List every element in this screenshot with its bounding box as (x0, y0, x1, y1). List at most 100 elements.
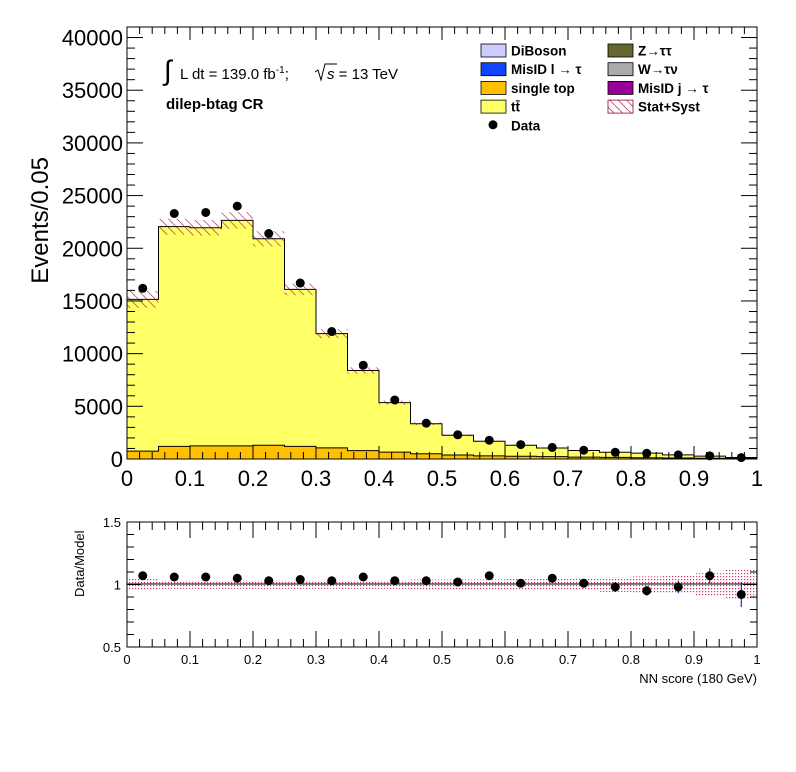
legend-label: tt̄ (511, 100, 521, 115)
ratio-x-tick-label: 0.3 (307, 652, 325, 667)
main-x-ticks: 0 0.1 0.2 0.3 0.4 0.5 0.6 0.7 0.8 0.9 1 (121, 27, 763, 491)
hist-bar-single-top (379, 452, 411, 459)
stat-syst-band (347, 367, 379, 374)
hist-bar-tt- (253, 238, 285, 459)
data-point (295, 278, 305, 288)
data-point (705, 451, 715, 461)
hist-bar-single-top (505, 456, 537, 459)
legend-swatch-hatch (607, 99, 634, 114)
ratio-point (232, 573, 242, 583)
x-tick-label: 0.4 (364, 466, 395, 491)
data-point (264, 229, 274, 239)
ratio-point (358, 572, 368, 582)
ratio-point (327, 576, 337, 586)
y-tick-label: 35000 (62, 78, 123, 103)
hist-bar-single-top (347, 450, 379, 459)
sqrt-symbol (314, 63, 337, 82)
hist-bar-single-top (316, 447, 348, 459)
main-y-axis-label: Events/0.05 (27, 157, 54, 284)
ratio-point (610, 582, 620, 592)
hist-bar-single-top (442, 454, 474, 459)
legend-entry: Data (488, 118, 541, 133)
legend-swatch (607, 43, 634, 58)
data-point (138, 283, 148, 293)
stat-syst-band (190, 219, 222, 236)
hist-bar-tt- (473, 441, 505, 459)
data-point (358, 360, 368, 370)
integral-symbol: ∫ (162, 55, 174, 86)
ratio-point (673, 582, 683, 592)
x-tick-label: 1 (751, 466, 763, 491)
ratio-point (547, 573, 557, 583)
hist-bar-tt- (347, 370, 379, 459)
legend-entry: MisID l → τ (480, 62, 582, 77)
x-tick-label: 0.3 (301, 466, 332, 491)
y-tick-label: 30000 (62, 131, 123, 156)
hist-bar-tt- (442, 435, 474, 459)
ratio-x-tick-label: 1 (753, 652, 760, 667)
svg-text:L dt = 139.0 fb-1;: L dt = 139.0 fb-1; (180, 65, 289, 83)
x-tick-label: 0.5 (427, 466, 458, 491)
lumi-separator: ; (285, 66, 289, 83)
data-point (421, 418, 431, 428)
ratio-y-tick-label: 1.5 (103, 515, 121, 530)
legend-swatch (607, 81, 634, 95)
x-tick-label: 0.6 (490, 466, 521, 491)
ratio-point (169, 572, 179, 582)
y-tick-label: 10000 (62, 342, 123, 367)
hist-bar-single-top (473, 455, 505, 459)
legend-entry: Stat+Syst (607, 99, 700, 115)
hist-bar-tt- (221, 220, 253, 459)
data-point (327, 327, 337, 337)
x-tick-label: 0.2 (238, 466, 269, 491)
legend-swatch (480, 62, 507, 77)
legend-label: W→τν (638, 62, 678, 77)
x-tick-label: 0.1 (175, 466, 206, 491)
x-tick-label: 0 (121, 466, 133, 491)
ratio-x-tick-label: 0.7 (559, 652, 577, 667)
hist-bar-single-top (127, 451, 159, 459)
lumi-text: L dt = 139.0 fb (180, 66, 276, 83)
ratio-x-tick-label: 0.2 (244, 652, 262, 667)
ratio-y-axis-label: Data/Model (72, 530, 87, 597)
legend: DiBoson MisID l → τ single top tt̄ Data Z→ττ W… (480, 43, 709, 133)
data-point (232, 201, 242, 211)
hist-bar-single-top (536, 456, 568, 459)
stat-syst-band (253, 231, 285, 247)
ratio-y-tick-label: 1 (114, 578, 121, 593)
y-tick-label: 0 (111, 447, 123, 472)
ratio-point (264, 576, 274, 586)
uncertainty-band (127, 212, 757, 459)
legend-swatch (607, 62, 634, 77)
x-tick-label: 0.9 (679, 466, 710, 491)
hist-bar-single-top (410, 453, 442, 459)
ratio-point (484, 571, 494, 581)
ratio-x-tick-label: 0.8 (622, 652, 640, 667)
hist-bar-tt- (316, 333, 348, 459)
x-tick-label: 0.8 (616, 466, 647, 491)
ratio-x-tick-label: 0.1 (181, 652, 199, 667)
stat-syst-band (158, 218, 190, 235)
hist-bar-tt- (190, 227, 222, 459)
ratio-point (642, 586, 652, 596)
data-point (673, 450, 683, 460)
y-tick-label: 15000 (62, 289, 123, 314)
lumi-unit-exponent: -1 (276, 65, 285, 76)
ratio-x-tick-label: 0.9 (685, 652, 703, 667)
hist-bar-tt- (536, 448, 568, 459)
legend-label: DiBoson (511, 44, 567, 59)
data-point (547, 442, 557, 452)
ratio-x-tick-label: 0.5 (433, 652, 451, 667)
legend-label: Data (511, 118, 541, 133)
y-tick-label: 40000 (62, 26, 123, 51)
ratio-point (201, 572, 211, 582)
region-label: dilep-btag CR (166, 96, 264, 113)
ratio-point (705, 571, 715, 581)
hist-bar-tt- (379, 402, 411, 459)
legend-swatch (480, 99, 507, 114)
ratio-x-tick-label: 0.6 (496, 652, 514, 667)
legend-entry: W→τν (607, 62, 678, 77)
data-point (610, 447, 620, 457)
hist-bar-single-top (221, 445, 253, 459)
ratio-x-ticks: 0 0.1 0.2 0.3 0.4 0.5 0.6 0.7 0.8 0.9 1 (123, 522, 761, 667)
